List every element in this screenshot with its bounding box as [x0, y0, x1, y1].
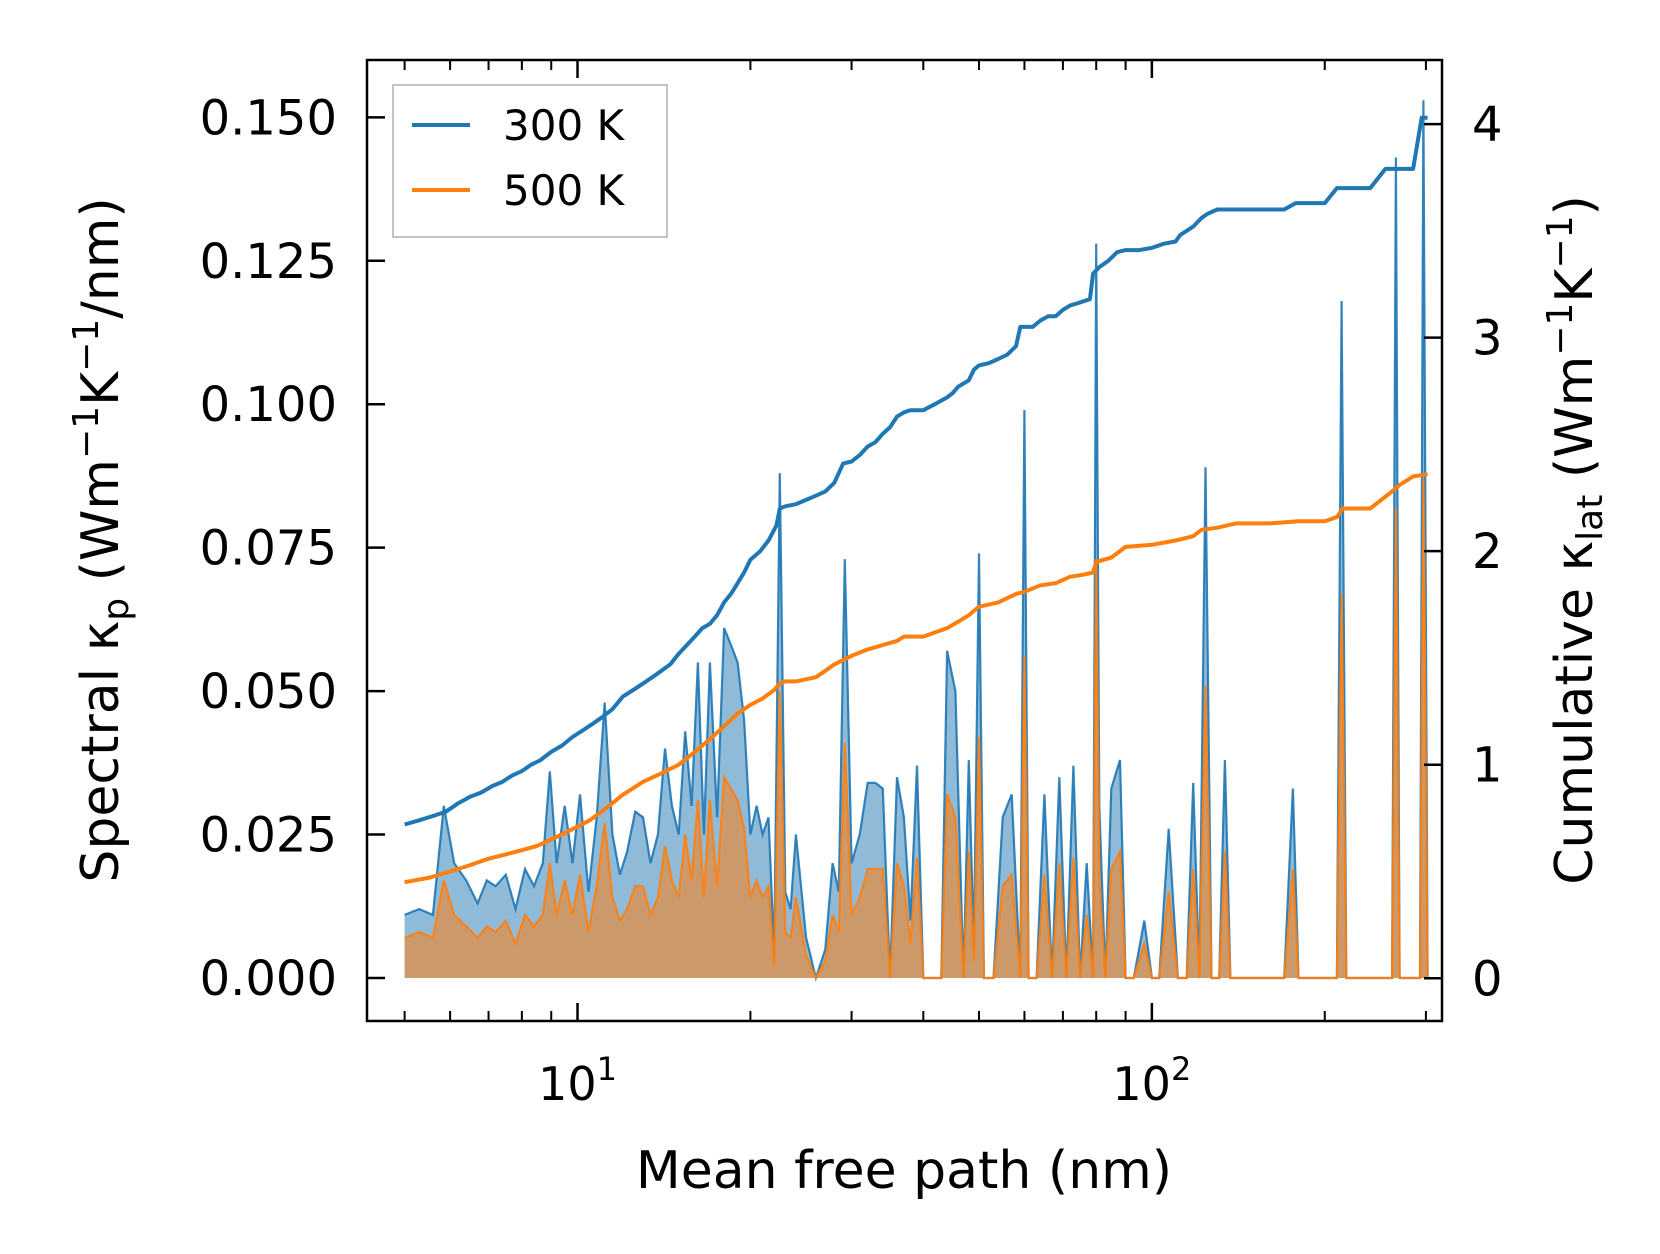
y-left-units-post: /nm)	[71, 197, 131, 318]
plot-area	[404, 100, 1429, 983]
x-tick-label: 102	[1112, 1050, 1191, 1111]
y-left-sub: p	[96, 598, 137, 621]
y-left-tick-label: 0.125	[200, 234, 337, 290]
y-right-tick-label: 1	[1472, 738, 1503, 794]
ticks	[367, 60, 1442, 1021]
y-right-sup1: −1	[1540, 303, 1581, 356]
y-right-tick-label: 4	[1472, 97, 1503, 153]
y-right-sup2: −1	[1540, 215, 1581, 268]
x-tick-label: 101	[538, 1050, 617, 1111]
legend-box	[392, 84, 668, 238]
plot-frame	[365, 58, 1444, 1023]
y-left-sup1: −1	[66, 406, 107, 459]
y-left-tick-label: 0.150	[200, 90, 337, 146]
y-right-mid: K	[1545, 267, 1605, 303]
y-left-sup2: −1	[66, 319, 107, 372]
cumulative-line-300k	[404, 115, 1428, 827]
y-right-units-pre: (Wm	[1545, 356, 1605, 495]
spectral-line-300k	[404, 100, 1429, 983]
y-left-tick-label: 0.025	[200, 808, 337, 864]
y-right-units-post: )	[1545, 195, 1605, 215]
legend-label-300k: 300 K	[503, 101, 626, 150]
y-right-sub: lat	[1570, 495, 1611, 541]
y-axis-right-label: Cumulative κlat (Wm−1K−1)	[1540, 195, 1611, 885]
tick-labels: 101 1020.0000.0250.0500.0750.1000.1250.15…	[200, 90, 1503, 1111]
cumulative-line-500k	[404, 472, 1428, 885]
y-right-main: Cumulative κ	[1545, 541, 1605, 885]
legend: 300 K 500 K	[392, 84, 668, 238]
y-axis-left-label: Spectral κp (Wm−1K−1/nm)	[66, 197, 137, 882]
spectral-line-500k	[404, 478, 1429, 981]
y-left-tick-label: 0.050	[200, 664, 337, 720]
y-left-mid: K	[71, 370, 131, 406]
y-right-tick-label: 3	[1472, 311, 1503, 367]
y-right-tick-label: 2	[1472, 524, 1503, 580]
x-axis-label: Mean free path (nm)	[636, 1141, 1172, 1201]
y-left-tick-label: 0.100	[200, 377, 337, 433]
y-left-tick-label: 0.075	[200, 521, 337, 577]
legend-label-500k: 500 K	[503, 166, 626, 215]
y-left-main: Spectral κ	[71, 621, 131, 883]
y-right-tick-label: 0	[1472, 951, 1503, 1007]
y-left-units-pre: (Wm	[71, 459, 131, 598]
y-left-tick-label: 0.000	[200, 951, 337, 1007]
axes-frame	[365, 58, 1444, 1023]
